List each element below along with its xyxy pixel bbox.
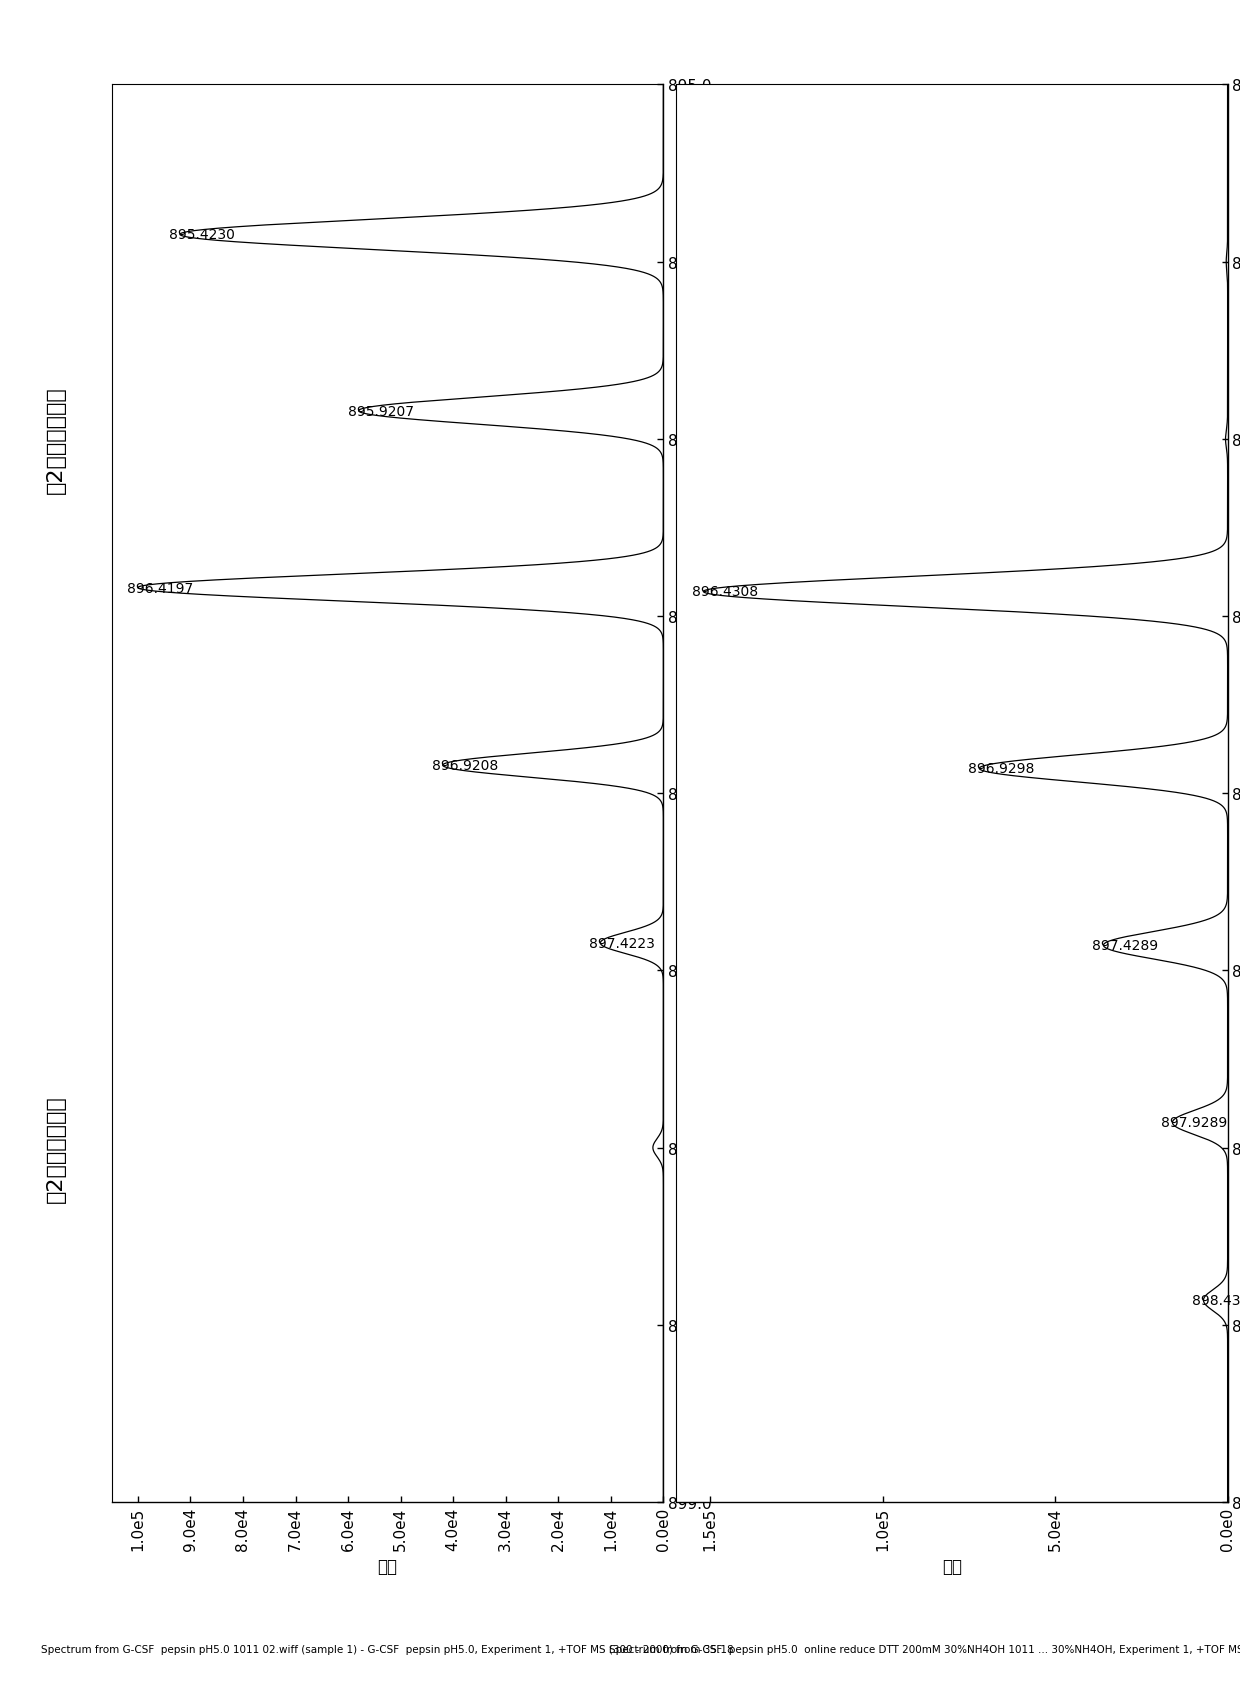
Text: 898.4304: 898.4304 (1193, 1294, 1240, 1308)
Text: Da: Da (691, 785, 714, 802)
Y-axis label: 质荷比: 质荷比 (719, 778, 737, 809)
Text: 897.4289: 897.4289 (1092, 939, 1158, 953)
Text: 895.4230: 895.4230 (169, 229, 234, 242)
Text: 峰2还原前质谱图: 峰2还原前质谱图 (46, 386, 66, 493)
Text: 895.9207: 895.9207 (347, 405, 414, 418)
Text: 峰2还原后质谱图: 峰2还原后质谱图 (46, 1094, 66, 1202)
Text: 897.4223: 897.4223 (589, 937, 655, 951)
Text: Spectrum from G-CSF  pepsin pH5.0 1011 02.wiff (sample 1) - G-CSF  pepsin pH5.0,: Spectrum from G-CSF pepsin pH5.0 1011 02… (41, 1644, 734, 1654)
X-axis label: 强度: 强度 (941, 1557, 962, 1576)
X-axis label: 强度: 强度 (377, 1557, 398, 1576)
Text: 896.4197: 896.4197 (126, 580, 193, 596)
Text: 896.9298: 896.9298 (968, 761, 1034, 777)
Text: 897.9289: 897.9289 (1162, 1116, 1228, 1130)
Text: 896.4308: 896.4308 (692, 586, 759, 599)
Text: Spectrum from G-CSF  pepsin pH5.0  online reduce DTT 200mM 30%NH4OH 1011 ... 30%: Spectrum from G-CSF pepsin pH5.0 online … (609, 1644, 1240, 1654)
Text: 896.9208: 896.9208 (432, 758, 498, 773)
